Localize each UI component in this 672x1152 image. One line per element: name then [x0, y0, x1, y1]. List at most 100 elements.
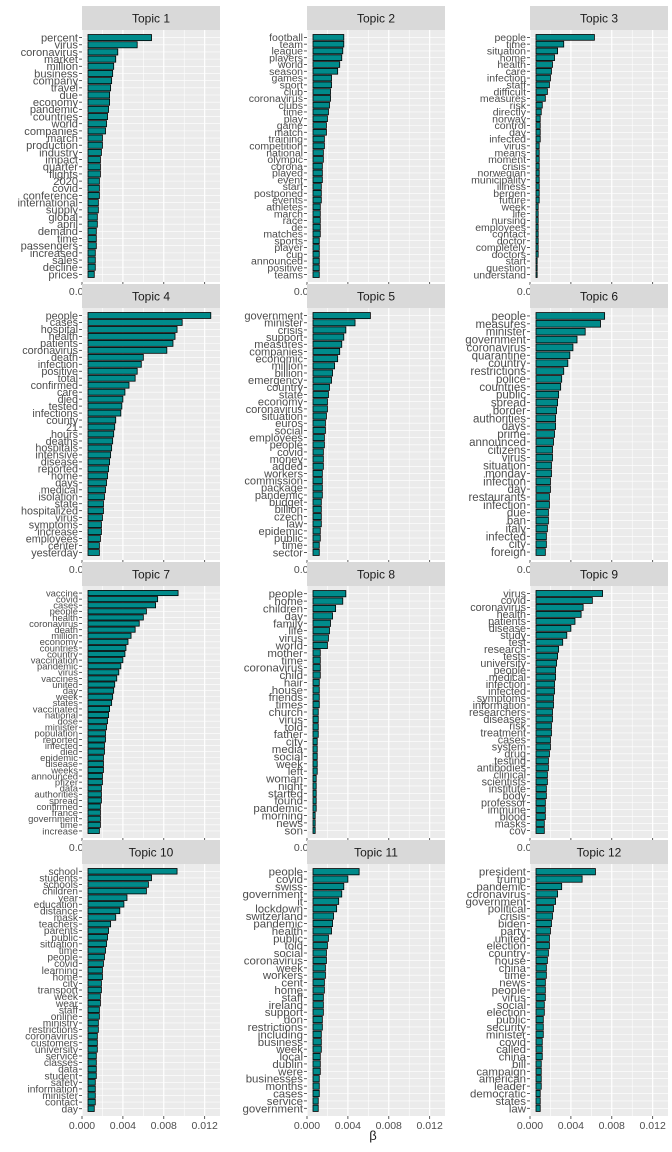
bar — [535, 1038, 543, 1046]
term-label: state — [55, 498, 78, 510]
term-label: home — [274, 985, 303, 997]
term-label: flights — [49, 169, 78, 181]
term-label: quarantine — [472, 350, 526, 362]
term-label: institute — [489, 783, 526, 795]
term-label: people — [46, 310, 78, 322]
term-label: measures — [476, 319, 527, 331]
term-label: due — [507, 508, 526, 520]
bar — [312, 419, 326, 427]
term-label: tests — [503, 651, 526, 663]
term-label: week — [55, 692, 78, 703]
term-label: doctors — [492, 249, 526, 261]
bar — [87, 388, 126, 396]
strip-title: Topic 9 — [580, 568, 618, 582]
bar — [535, 1008, 545, 1016]
bar — [535, 1001, 545, 1009]
bar — [87, 973, 103, 981]
bar — [87, 184, 100, 192]
bar — [312, 520, 322, 528]
bar — [535, 203, 539, 211]
bar — [87, 409, 122, 417]
bar — [535, 813, 546, 820]
term-label: church — [269, 707, 303, 719]
bar — [87, 907, 121, 915]
bar — [535, 367, 565, 375]
term-label: economic — [255, 354, 303, 366]
x-tick-label: 0.008 — [599, 1120, 625, 1132]
term-label: pandemic — [253, 803, 303, 815]
x-tick-label: 0.004 — [335, 1120, 361, 1132]
term-label: epidemic — [40, 753, 78, 764]
term-label: staff — [506, 80, 526, 92]
term-label: world — [277, 59, 303, 71]
bar — [535, 169, 540, 177]
term-label: called — [496, 1044, 526, 1056]
bar — [87, 1006, 100, 1013]
bar — [535, 624, 572, 632]
bar — [535, 778, 548, 786]
term-label: government — [466, 896, 527, 908]
term-label: media — [272, 744, 304, 756]
term-label: days — [502, 421, 527, 433]
bar — [535, 122, 541, 129]
bar — [535, 422, 556, 430]
term-label: service — [267, 1096, 303, 1108]
term-label: leader — [494, 1081, 526, 1093]
strip — [307, 6, 445, 30]
x-tick-label: 0.004 — [110, 1120, 136, 1132]
bar — [87, 163, 101, 171]
x-tick-label: 0.000 — [294, 1120, 320, 1132]
bar — [535, 351, 571, 360]
term-label: classes — [44, 1058, 78, 1069]
term-label: city — [509, 539, 527, 551]
term-label: czech — [274, 511, 303, 523]
term-label: prices — [48, 269, 78, 281]
term-label: mask — [54, 913, 79, 924]
term-label: son — [285, 825, 303, 837]
term-label: countries — [479, 382, 526, 394]
bar — [87, 333, 176, 340]
term-label: hours — [51, 429, 79, 441]
bar — [312, 362, 336, 370]
strip — [82, 6, 220, 30]
term-label: game — [277, 120, 303, 132]
bar — [87, 192, 100, 199]
bar — [312, 448, 324, 456]
bar — [312, 627, 330, 635]
bar — [312, 61, 341, 68]
term-label: day — [285, 611, 304, 623]
term-label: isolation — [38, 492, 78, 504]
bar — [535, 149, 540, 156]
term-label: day — [62, 1104, 79, 1115]
plot-background — [530, 30, 668, 282]
strip-title: Topic 5 — [357, 290, 395, 304]
term-label: economy — [40, 637, 79, 648]
term-label: schools — [43, 880, 78, 891]
term-label: coronavirus — [467, 342, 527, 354]
bar — [312, 412, 327, 420]
term-label: news — [499, 978, 526, 990]
bar — [87, 1013, 100, 1020]
bar — [535, 1060, 542, 1068]
bar — [312, 441, 325, 449]
bar — [87, 766, 104, 773]
term-label: coronavirus — [249, 93, 303, 105]
bar — [87, 1059, 97, 1066]
bar — [87, 705, 111, 712]
bar — [87, 220, 98, 228]
bar — [312, 890, 343, 898]
term-label: bill — [512, 1059, 526, 1071]
bar — [535, 792, 547, 800]
bar — [312, 223, 321, 231]
bar — [87, 437, 114, 445]
term-label: cases — [50, 317, 79, 329]
term-label: health — [272, 926, 303, 938]
bar — [312, 1053, 321, 1061]
bar — [312, 491, 323, 499]
term-label: swiss — [275, 881, 303, 893]
bar — [87, 1039, 98, 1046]
term-label: data — [58, 1065, 78, 1076]
bar — [87, 521, 102, 528]
term-label: reported — [43, 735, 78, 746]
term-label: norwegian — [478, 168, 527, 180]
